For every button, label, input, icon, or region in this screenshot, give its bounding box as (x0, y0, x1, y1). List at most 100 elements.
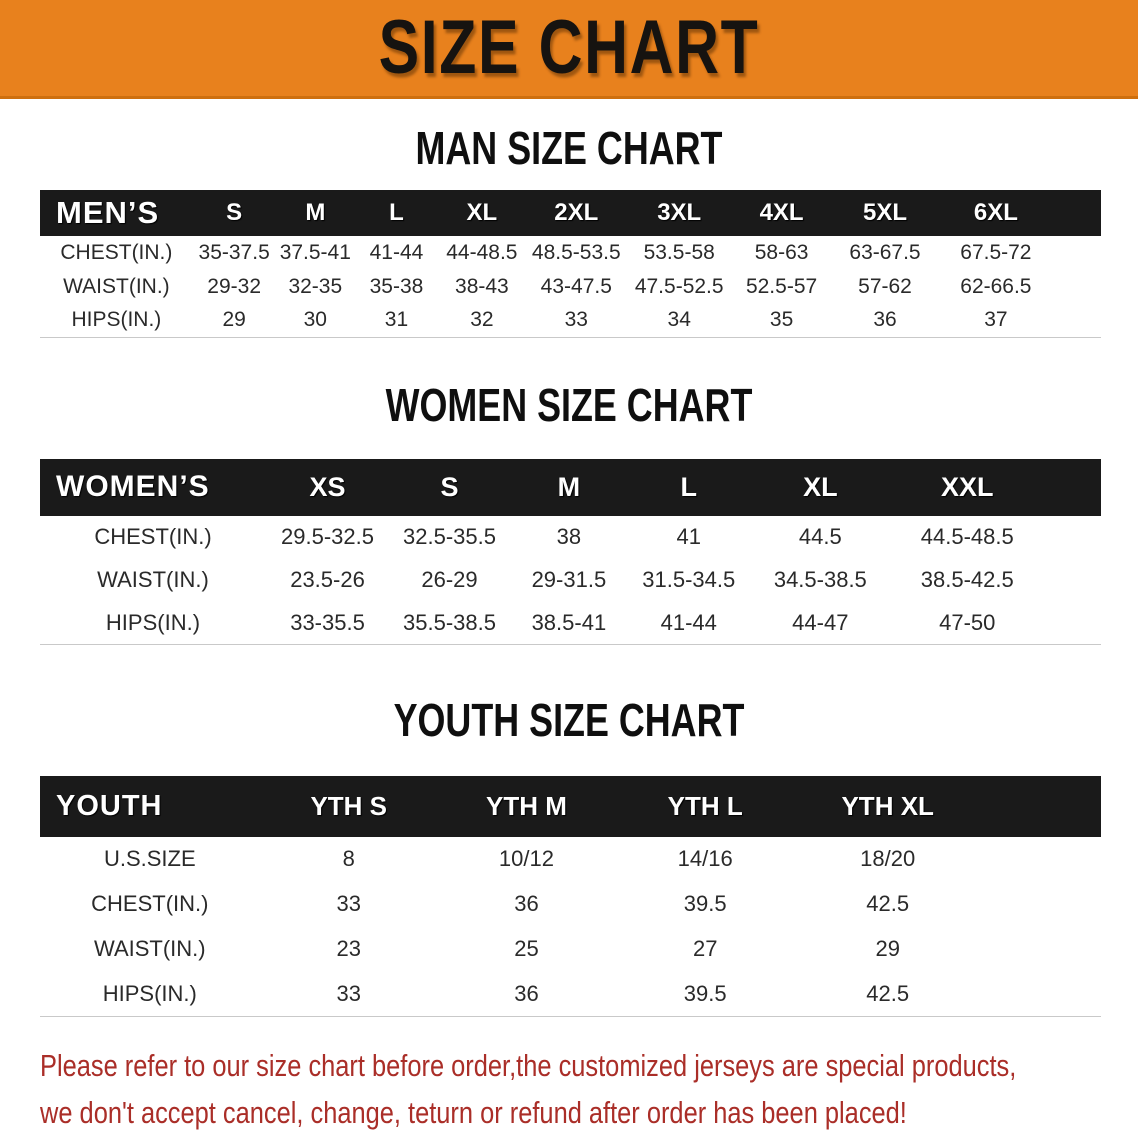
size-value: 41-44 (355, 235, 438, 270)
row-filler (1043, 601, 1101, 645)
section-title: YOUTH SIZE CHART (393, 694, 745, 747)
header-filler (1043, 458, 1101, 516)
size-value: 67.5-72 (938, 235, 1054, 270)
table-header-label: WOMEN’S (40, 458, 266, 516)
womens-table-head: WOMEN’S XS S M L XL XXL (40, 458, 1101, 516)
header-filler (1053, 189, 1101, 236)
column-header: L (355, 189, 438, 236)
table-row: WAIST(IN.) 23 25 27 29 (40, 926, 1101, 972)
column-header: XS (265, 458, 390, 516)
row-label: WAIST(IN.) (40, 269, 193, 304)
size-value: 35-37.5 (192, 235, 276, 270)
womens-size-table: WOMEN’S XS S M L XL XXL CHEST(IN.) 29.5-32.5 32.5… (40, 458, 1101, 646)
section-title: MAN SIZE CHART (415, 122, 723, 174)
size-value: 39.5 (615, 881, 796, 927)
column-header: S (192, 189, 276, 236)
column-header: S (389, 458, 510, 516)
size-value: 29-32 (192, 269, 276, 304)
page-title: SIZE CHART (378, 5, 760, 90)
column-header: L (627, 458, 750, 516)
size-value: 35 (731, 303, 832, 338)
size-value: 35-38 (355, 269, 438, 304)
size-value: 38.5-41 (510, 601, 628, 645)
row-label: WAIST(IN.) (40, 926, 260, 972)
row-filler (980, 971, 1101, 1017)
size-value: 53.5-58 (626, 235, 732, 270)
womens-table-body: CHEST(IN.) 29.5-32.5 32.5-35.5 38 41 44.5 44.5… (40, 515, 1101, 645)
disclaimer: Please refer to our size chart before or… (40, 1043, 1138, 1136)
size-chart-sections: MAN SIZE CHART MEN’S S M L XL 2XL 3XL 4XL 5XL 6XL C… (0, 122, 1138, 1018)
size-value: 42.5 (795, 971, 980, 1017)
size-value: 29 (795, 926, 980, 972)
size-value: 43-47.5 (525, 269, 627, 304)
row-filler (1043, 558, 1101, 602)
column-header: YTH S (259, 775, 438, 837)
disclaimer-line-2: we don't accept cancel, change, teturn o… (40, 1094, 907, 1130)
table-row: HIPS(IN.) 33 36 39.5 42.5 (40, 971, 1101, 1017)
section-title: WOMEN SIZE CHART (385, 379, 753, 432)
column-header: 2XL (525, 189, 627, 236)
size-value: 62-66.5 (938, 269, 1054, 304)
header-row: YOUTH YTH S YTH M YTH L YTH XL (40, 775, 1101, 837)
size-value: 52.5-57 (731, 269, 832, 304)
size-value: 38-43 (437, 269, 526, 304)
size-value: 23.5-26 (265, 558, 390, 602)
table-row: WAIST(IN.) 29-32 32-35 35-38 38-43 43-47.5 47.… (40, 269, 1101, 304)
size-value: 38.5-42.5 (890, 558, 1044, 602)
row-label: CHEST(IN.) (40, 881, 260, 927)
column-header: YTH M (437, 775, 616, 837)
row-label: HIPS(IN.) (40, 971, 260, 1017)
size-value: 63-67.5 (831, 235, 939, 270)
size-value: 44-48.5 (437, 235, 526, 270)
size-chart-banner: SIZE CHART (0, 0, 1138, 99)
header-row: MEN’S S M L XL 2XL 3XL 4XL 5XL 6XL (40, 189, 1101, 236)
size-value: 57-62 (831, 269, 939, 304)
column-header: 6XL (938, 189, 1054, 236)
column-header: XL (749, 458, 891, 516)
column-header: 3XL (626, 189, 732, 236)
header-row: WOMEN’S XS S M L XL XXL (40, 458, 1101, 516)
size-value: 33-35.5 (265, 601, 390, 645)
size-value: 10/12 (437, 836, 616, 882)
section-womens: WOMEN SIZE CHART WOMEN’S XS S M L XL XXL CHEST(I… (0, 379, 1138, 646)
table-header-label: MEN’S (40, 189, 193, 236)
table-row: CHEST(IN.) 33 36 39.5 42.5 (40, 881, 1101, 927)
size-value: 30 (275, 303, 356, 338)
row-filler (980, 836, 1101, 882)
column-header: 5XL (831, 189, 939, 236)
size-value: 23 (259, 926, 438, 972)
row-label: WAIST(IN.) (40, 558, 266, 602)
size-value: 33 (259, 971, 438, 1017)
size-value: 25 (437, 926, 616, 972)
table-header-label: YOUTH (40, 775, 260, 837)
table-row: U.S.SIZE 8 10/12 14/16 18/20 (40, 836, 1101, 882)
size-value: 34 (626, 303, 732, 338)
size-value: 33 (525, 303, 627, 338)
row-label: CHEST(IN.) (40, 235, 193, 270)
table-row: HIPS(IN.) 33-35.5 35.5-38.5 38.5-41 41-44 44-… (40, 601, 1101, 645)
column-header: XL (437, 189, 526, 236)
size-value: 8 (259, 836, 438, 882)
row-label: HIPS(IN.) (40, 303, 193, 338)
row-filler (980, 881, 1101, 927)
size-value: 36 (437, 971, 616, 1017)
size-value: 42.5 (795, 881, 980, 927)
size-value: 32 (437, 303, 526, 338)
section-mens: MAN SIZE CHART MEN’S S M L XL 2XL 3XL 4XL 5XL 6XL C… (0, 122, 1138, 339)
size-value: 27 (615, 926, 796, 972)
table-row: HIPS(IN.) 29 30 31 32 33 34 35 36 37 (40, 303, 1101, 338)
row-filler (1053, 235, 1101, 270)
row-label: CHEST(IN.) (40, 515, 266, 559)
size-value: 32-35 (275, 269, 356, 304)
size-value: 41-44 (627, 601, 750, 645)
row-filler (1053, 269, 1101, 304)
column-header: XXL (890, 458, 1044, 516)
row-filler (1043, 515, 1101, 559)
size-value: 41 (627, 515, 750, 559)
size-value: 58-63 (731, 235, 832, 270)
row-filler (1053, 303, 1101, 338)
mens-table-head: MEN’S S M L XL 2XL 3XL 4XL 5XL 6XL (40, 189, 1101, 236)
mens-size-table: MEN’S S M L XL 2XL 3XL 4XL 5XL 6XL CHEST(IN.) 35-37… (40, 189, 1101, 339)
column-header: M (510, 458, 628, 516)
row-label: HIPS(IN.) (40, 601, 266, 645)
